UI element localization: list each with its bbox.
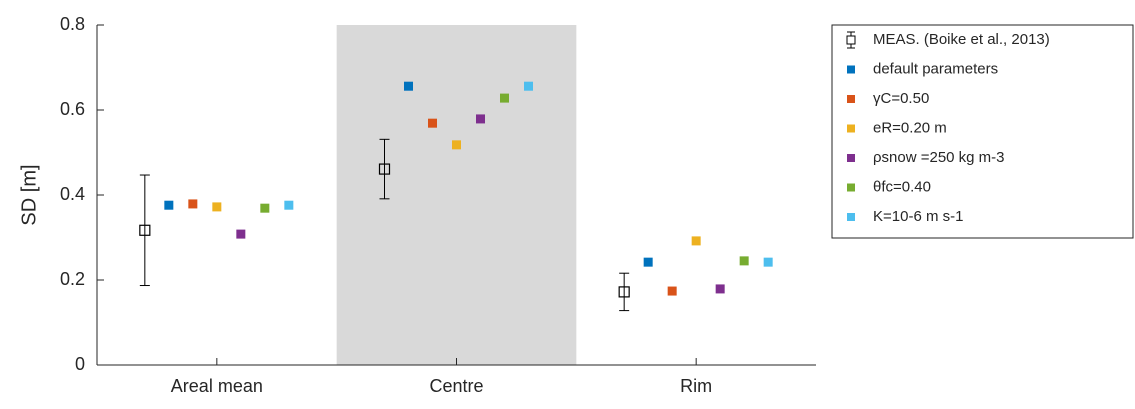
marker [284,200,294,210]
marker [476,114,485,124]
y-tick-label: 0 [75,354,85,374]
marker [691,236,701,246]
marker [164,200,174,210]
marker [715,284,725,294]
marker [739,256,749,266]
legend-label: θfc=0.40 [873,178,931,195]
legend-label: default parameters [873,60,998,77]
legend-label: eR=0.20 m [873,119,947,136]
y-tick-label: 0.6 [60,99,85,119]
marker [763,257,773,267]
x-tick-label: Areal mean [171,376,263,396]
marker [404,81,413,91]
y-tick-label: 0.2 [60,269,85,289]
legend-marker [847,183,855,192]
legend-box [831,24,1134,239]
legend-label: MEAS. (Boike et al., 2013) [873,31,1050,48]
marker [188,199,198,209]
shaded-region [336,25,577,365]
error-bar [379,138,390,200]
legend-marker [847,213,855,221]
legend-marker [847,95,855,103]
x-tick-label: Rim [680,376,712,396]
legend-marker [847,65,855,74]
legend-label: K=10-6 m s-1 [873,208,963,225]
marker [378,163,391,175]
y-tick-label: 0.4 [60,184,85,204]
marker [212,202,222,212]
marker [618,286,630,298]
legend-label: ρsnow =250 kg m-3 [873,149,1005,166]
error-bar [619,272,630,312]
x-tick-label: Centre [429,376,483,396]
marker [667,286,677,296]
error-bar [139,174,150,287]
marker [139,224,151,236]
marker [428,118,437,128]
marker [643,257,653,267]
legend-marker [847,154,855,162]
marker [260,203,270,213]
legend-marker [846,35,856,45]
legend-marker [847,124,855,133]
marker [524,81,533,91]
marker [500,93,509,103]
marker [452,140,461,150]
y-tick-label: 0.8 [60,14,85,34]
marker [236,229,246,239]
y-axis-label: SD [m] [18,164,40,225]
legend-label: γC=0.50 [873,90,929,107]
